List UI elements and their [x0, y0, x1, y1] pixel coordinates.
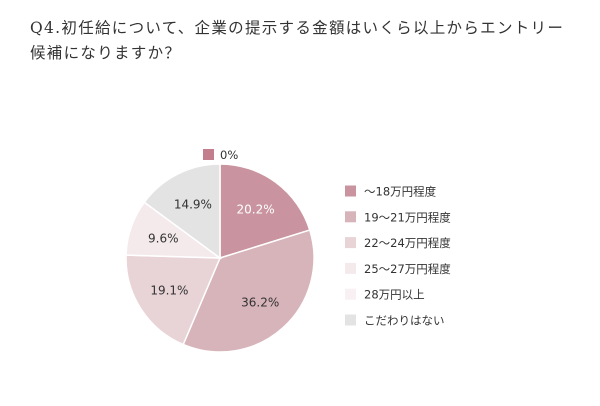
legend-swatch [345, 185, 356, 197]
legend-swatch [345, 314, 356, 326]
slice-value-label: 14.9% [174, 198, 212, 212]
slice-value-label: 9.6% [148, 231, 179, 245]
slice-value-label: 20.2% [237, 203, 275, 217]
zero-callout-label: 0% [220, 148, 238, 162]
legend-label: 28万円以上 [364, 288, 425, 302]
legend-swatch [345, 262, 356, 274]
pie-slices [125, 163, 315, 353]
zero-callout-swatch [203, 149, 214, 160]
zero-callout: 0% [203, 148, 238, 162]
legend-swatch [345, 237, 356, 249]
pie-slice-labels: 20.2% 36.2% 19.1% 9.6% 14.9% [148, 198, 279, 310]
pie-slice [143, 163, 221, 260]
slice-value-label: 36.2% [241, 296, 279, 310]
legend: 〜18万円程度 19〜21万円程度 22〜24万円程度 25〜27万円程度 28万円以上… [345, 185, 451, 328]
slice-value-label: 19.1% [150, 283, 188, 297]
pie-slice [182, 229, 315, 353]
legend-swatch [345, 211, 356, 223]
legend-label: 25〜27万円程度 [364, 262, 451, 276]
legend-label: 〜18万円程度 [364, 185, 437, 199]
legend-swatch [345, 288, 356, 300]
legend-label: こだわりはない [364, 314, 445, 328]
question-title: Q4.初任給について、企業の提示する金額はいくら以上からエントリー候補になります… [30, 19, 565, 62]
legend-label: 22〜24万円程度 [364, 236, 451, 250]
legend-label: 19〜21万円程度 [364, 210, 451, 224]
pie-slice [219, 163, 311, 260]
pie-slice [125, 254, 222, 346]
